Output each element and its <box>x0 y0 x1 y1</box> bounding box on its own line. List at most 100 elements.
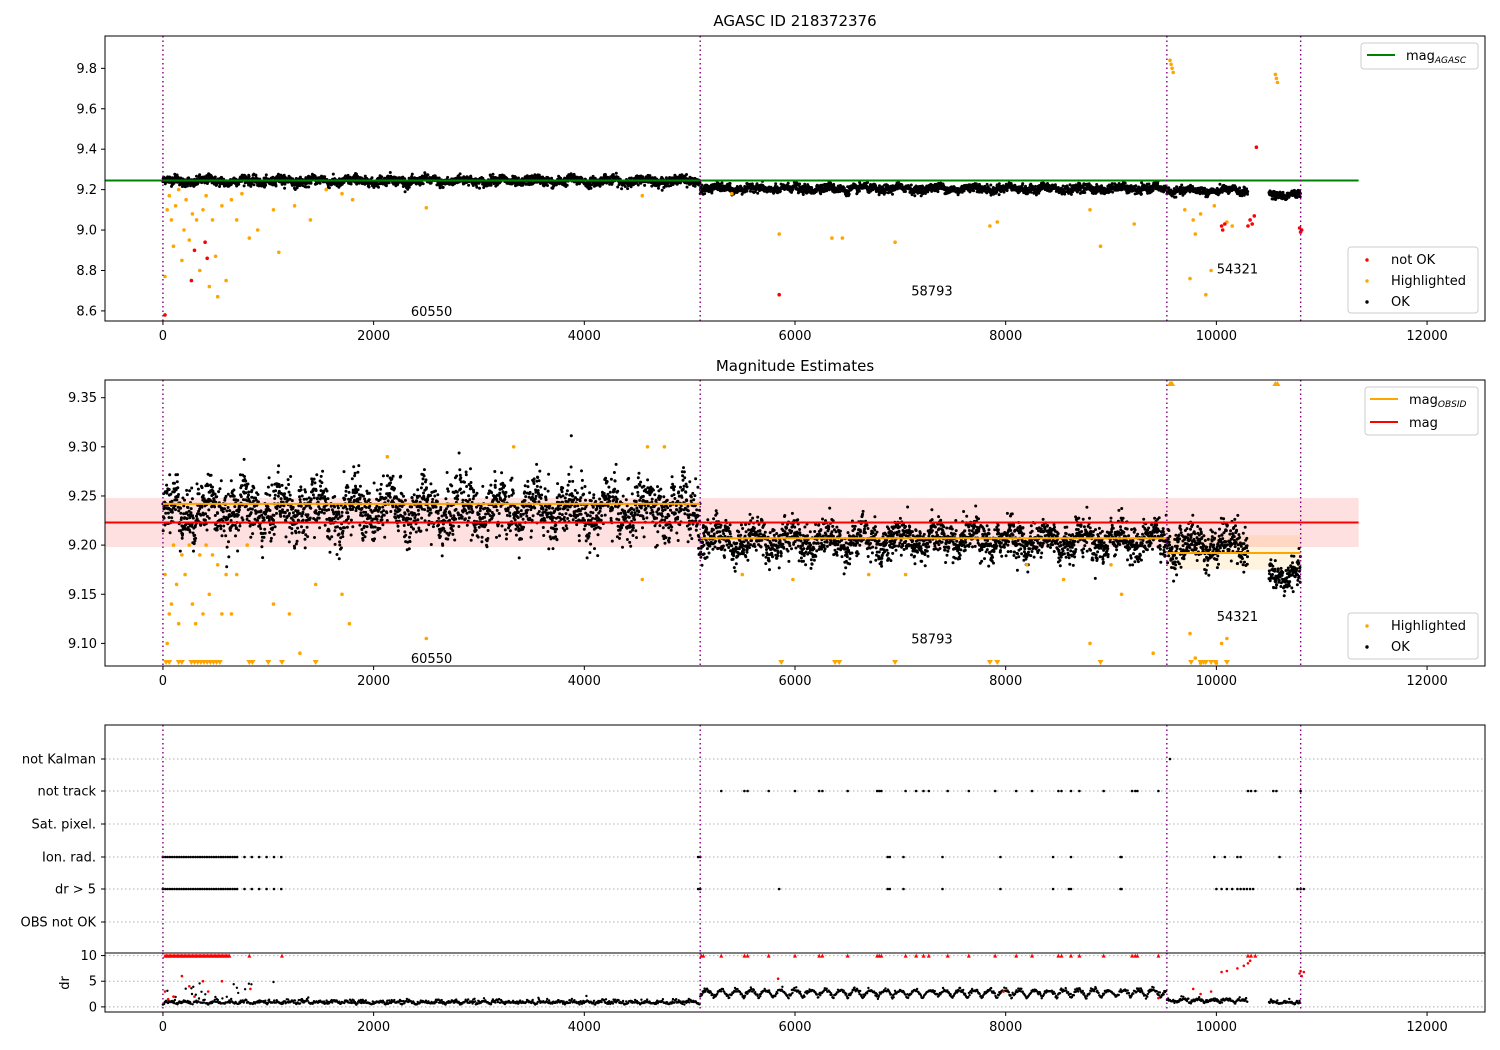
ok-point <box>620 187 624 191</box>
ok-point <box>1069 192 1073 196</box>
highlighted-point <box>187 238 192 242</box>
ok-point <box>467 183 471 187</box>
ok-point <box>572 172 576 176</box>
highlighted-point <box>840 236 845 240</box>
not-ok-point <box>1219 224 1224 228</box>
ok-point <box>437 176 441 180</box>
ok-point <box>693 184 697 188</box>
x-tick-label: 10000 <box>1196 329 1237 344</box>
ok-point <box>370 176 374 180</box>
panel1-x-ticks: 0 2000 4000 6000 8000 10000 12000 <box>159 321 1448 344</box>
highlighted-point <box>308 218 313 222</box>
highlighted-point <box>730 191 734 196</box>
highlighted-point <box>995 220 1000 224</box>
highlighted-point <box>240 191 244 196</box>
ok-point <box>165 483 169 487</box>
ok-point <box>446 175 450 179</box>
highlighted-point <box>165 208 169 212</box>
y-tick-label: 9.8 <box>76 62 97 77</box>
ok-point <box>614 171 618 175</box>
ok-point <box>170 499 174 503</box>
ok-point <box>1174 195 1178 199</box>
ok-point <box>388 171 392 174</box>
ok-point <box>247 175 251 179</box>
y-tick-label: 9.4 <box>76 143 97 158</box>
highlighted-point <box>292 204 297 208</box>
ok-point <box>565 183 569 187</box>
ok-point <box>186 184 189 188</box>
ok-point <box>1134 184 1138 188</box>
not-ok-point <box>203 240 207 244</box>
ok-point <box>1218 182 1222 186</box>
highlighted-point <box>201 208 205 212</box>
highlighted-point <box>173 204 178 208</box>
panel2-title: Magnitude Estimates <box>716 357 874 375</box>
not-ok-point <box>1246 224 1250 228</box>
highlighted-point <box>180 258 184 263</box>
not-ok-point <box>1252 214 1257 218</box>
ok-point <box>346 173 350 177</box>
x-tick-label: 12000 <box>1406 329 1447 344</box>
highlighted-point <box>215 294 220 299</box>
highlighted-point <box>1230 224 1234 228</box>
highlighted-point <box>255 228 260 232</box>
ok-point <box>166 511 170 515</box>
not-ok-point <box>163 313 167 317</box>
ok-point <box>327 186 331 190</box>
highlighted-point <box>1088 208 1092 212</box>
ok-point <box>162 516 166 520</box>
ok-point <box>598 184 602 188</box>
ok-point <box>913 194 917 198</box>
highlighted-point <box>1212 204 1217 208</box>
ok-point <box>355 172 358 176</box>
ok-point <box>421 182 425 186</box>
ok-point <box>1246 190 1250 194</box>
ok-point <box>170 510 174 514</box>
ok-point <box>685 173 688 176</box>
ok-point <box>229 182 233 186</box>
ok-point <box>441 185 445 189</box>
x-tick-label: 8000 <box>989 329 1022 344</box>
highlighted-point <box>1273 72 1278 77</box>
ok-point <box>1002 190 1006 194</box>
ok-point <box>323 175 327 179</box>
highlighted-point <box>1170 66 1174 71</box>
ok-point <box>237 182 241 186</box>
highlighted-point <box>777 232 781 236</box>
highlighted-point <box>1171 70 1175 75</box>
ok-point <box>774 182 778 186</box>
ok-point <box>1005 188 1009 192</box>
y-tick-label: 9.2 <box>76 183 97 198</box>
ok-point <box>626 187 630 191</box>
ok-point <box>195 174 198 178</box>
highlighted-point <box>198 268 202 273</box>
highlighted-point <box>171 244 176 248</box>
ok-point <box>909 183 913 187</box>
highlighted-point <box>340 191 344 196</box>
ok-point <box>367 185 371 189</box>
obsid-label: 58793 <box>911 285 952 300</box>
highlighted-point <box>277 250 281 255</box>
ok-point <box>550 176 554 180</box>
ok-point <box>1111 190 1115 194</box>
ok-point <box>169 492 173 496</box>
highlighted-point <box>1204 292 1208 297</box>
highlighted-point <box>424 206 429 210</box>
highlighted-point <box>210 218 215 222</box>
ok-point <box>264 183 268 187</box>
y-tick-label: 9.0 <box>76 224 97 239</box>
ok-point <box>720 181 724 185</box>
highlighted-point <box>350 197 355 202</box>
ok-point <box>410 175 414 179</box>
ok-point <box>512 181 516 185</box>
highlighted-point <box>1198 212 1203 216</box>
ok-point <box>491 172 495 176</box>
not-ok-point <box>777 292 781 297</box>
panel1-legend-bottom: not OK Highlighted OK <box>1347 246 1479 314</box>
ok-point <box>318 181 322 185</box>
obsid-label: 54321 <box>1217 262 1258 277</box>
highlighted-point <box>1168 58 1172 63</box>
ok-point <box>798 182 802 186</box>
